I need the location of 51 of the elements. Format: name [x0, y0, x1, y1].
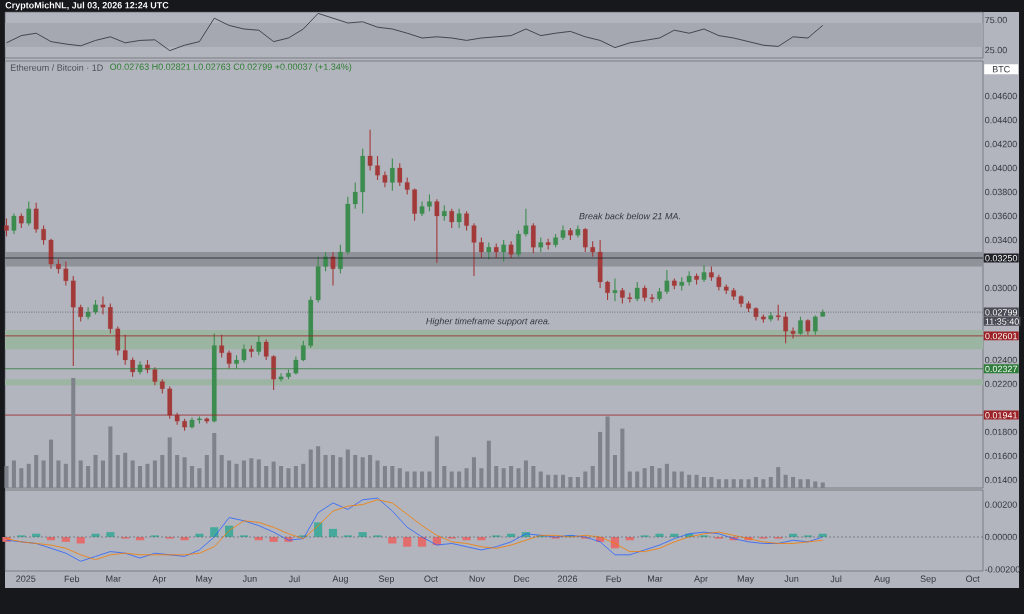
- x-tick-label: 2025: [16, 575, 36, 582]
- x-tick-label: Jun: [242, 575, 257, 582]
- chart-subtitle: O0.02763 H0.02821 L0.02763 C0.02799 +0.00037 (+1.34%): [110, 63, 352, 72]
- x-tick-label: Oct: [424, 575, 438, 582]
- chart-title: CryptoMichNL, Jul 03, 2026 12:24 UTC: [5, 1, 169, 11]
- ref-line-label: 0.03250: [985, 255, 1018, 262]
- y-tick-label: 0.04600: [985, 92, 1017, 100]
- x-tick-label: Mar: [648, 575, 663, 582]
- annotation: Higher timeframe support area.: [426, 317, 550, 327]
- ref-line-label: 0.02799: [985, 309, 1018, 316]
- x-tick-label: Oct: [966, 575, 980, 582]
- y-tick-label: 0.01600: [985, 452, 1017, 460]
- y-tick-label: 0.04000: [985, 164, 1017, 172]
- ref-line-label: 0.01941: [985, 412, 1018, 419]
- y-tick-label: 0.01800: [985, 428, 1017, 436]
- x-tick-label: Feb: [64, 575, 80, 583]
- y-tick-label: 0.01400: [985, 476, 1017, 484]
- text: 11:35:40: [985, 318, 1019, 325]
- x-tick-label: Aug: [874, 575, 890, 584]
- annotation: Break back below 21 MA.: [579, 212, 680, 220]
- x-tick-label: Sep: [378, 575, 395, 584]
- y-tick-label: 75.00: [985, 16, 1007, 24]
- x-tick-label: May: [196, 575, 213, 584]
- x-tick-label: Apr: [694, 575, 708, 584]
- x-tick-label: Mar: [106, 575, 121, 582]
- y-axis-title: BTC: [992, 66, 1010, 73]
- y-tick-label: 25.00: [985, 46, 1007, 54]
- y-tick-label: 0.04200: [985, 140, 1017, 148]
- x-tick-label: Jun: [784, 575, 799, 582]
- y-tick-label: 0.00000: [985, 533, 1017, 541]
- ref-line-label: 0.02327: [985, 365, 1018, 373]
- y-tick-label: 0.03000: [985, 284, 1017, 292]
- y-tick-label: 0.00200: [985, 501, 1017, 508]
- x-tick-label: Dec: [514, 575, 530, 582]
- x-tick-label: May: [737, 575, 755, 584]
- x-tick-label: Nov: [469, 575, 485, 582]
- x-tick-label: Apr: [152, 575, 167, 584]
- y-tick-label: 0.02400: [985, 356, 1017, 364]
- y-tick-label: 0.03600: [985, 212, 1017, 220]
- y-tick-label: 0.03800: [985, 188, 1017, 196]
- x-tick-label: Feb: [606, 575, 621, 583]
- x-tick-label: Jul: [830, 575, 842, 583]
- y-tick-label: 0.04400: [985, 116, 1017, 124]
- y-tick-label: 0.03400: [985, 236, 1017, 244]
- y-tick-label: 0.02200: [985, 380, 1017, 388]
- x-tick-label: Sep: [920, 575, 936, 584]
- ref-line-label: 0.02601: [985, 332, 1018, 340]
- chart-title: Ethereum / Bitcoin · 1D: [10, 64, 103, 71]
- x-tick-label: Jul: [288, 575, 300, 583]
- x-tick-label: 2026: [557, 575, 578, 582]
- x-tick-label: Aug: [332, 575, 348, 584]
